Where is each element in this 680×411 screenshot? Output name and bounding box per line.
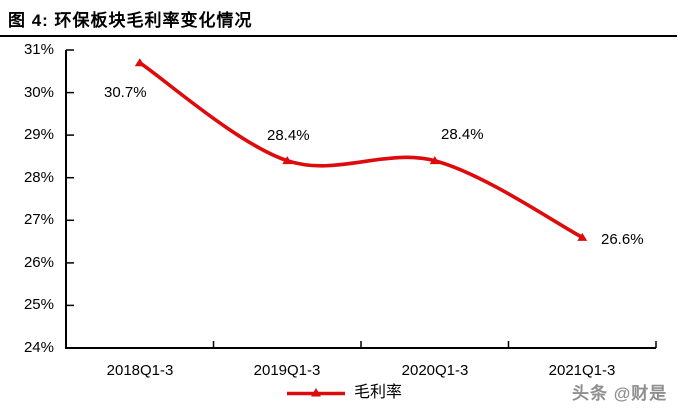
- data-label: 28.4%: [267, 127, 310, 144]
- y-axis-tick-label: 28%: [23, 169, 54, 186]
- watermark: 头条 @财是: [572, 384, 668, 403]
- axis-lines: [65, 50, 656, 349]
- x-axis-tick-label: 2021Q1-3: [548, 362, 616, 379]
- y-axis-tick-label: 27%: [23, 211, 54, 228]
- data-label: 28.4%: [441, 126, 484, 143]
- legend-label: 毛利率: [354, 384, 403, 401]
- x-axis-tick-label: 2020Q1-3: [401, 362, 469, 379]
- y-axis-tick-label: 30%: [23, 84, 54, 101]
- x-axis-ticks: [212, 341, 657, 348]
- figure-title: 图 4: 环保板块毛利率变化情况: [8, 11, 253, 30]
- legend-line-icon: [287, 388, 345, 397]
- series-line-gross-margin: [137, 60, 585, 240]
- legend: 毛利率: [285, 384, 402, 402]
- data-label: 30.7%: [104, 84, 147, 101]
- y-axis-ticks: [66, 49, 74, 307]
- x-axis-tick-label: 2019Q1-3: [253, 362, 321, 379]
- y-axis-tick-label: 29%: [23, 126, 54, 143]
- x-axis-tick-label: 2018Q1-3: [106, 362, 174, 379]
- y-axis-tick-label: 31%: [23, 41, 54, 58]
- data-label: 26.6%: [601, 231, 644, 248]
- title-divider: [0, 35, 677, 37]
- data-point-marker: [429, 156, 440, 165]
- data-point-marker: [577, 232, 588, 241]
- y-axis-tick-label: 26%: [23, 254, 54, 271]
- y-axis-tick-label: 25%: [23, 296, 54, 313]
- data-point-marker: [282, 156, 293, 165]
- y-axis-tick-label: 24%: [23, 339, 54, 356]
- data-point-marker: [134, 58, 145, 67]
- series-markers: [134, 58, 588, 241]
